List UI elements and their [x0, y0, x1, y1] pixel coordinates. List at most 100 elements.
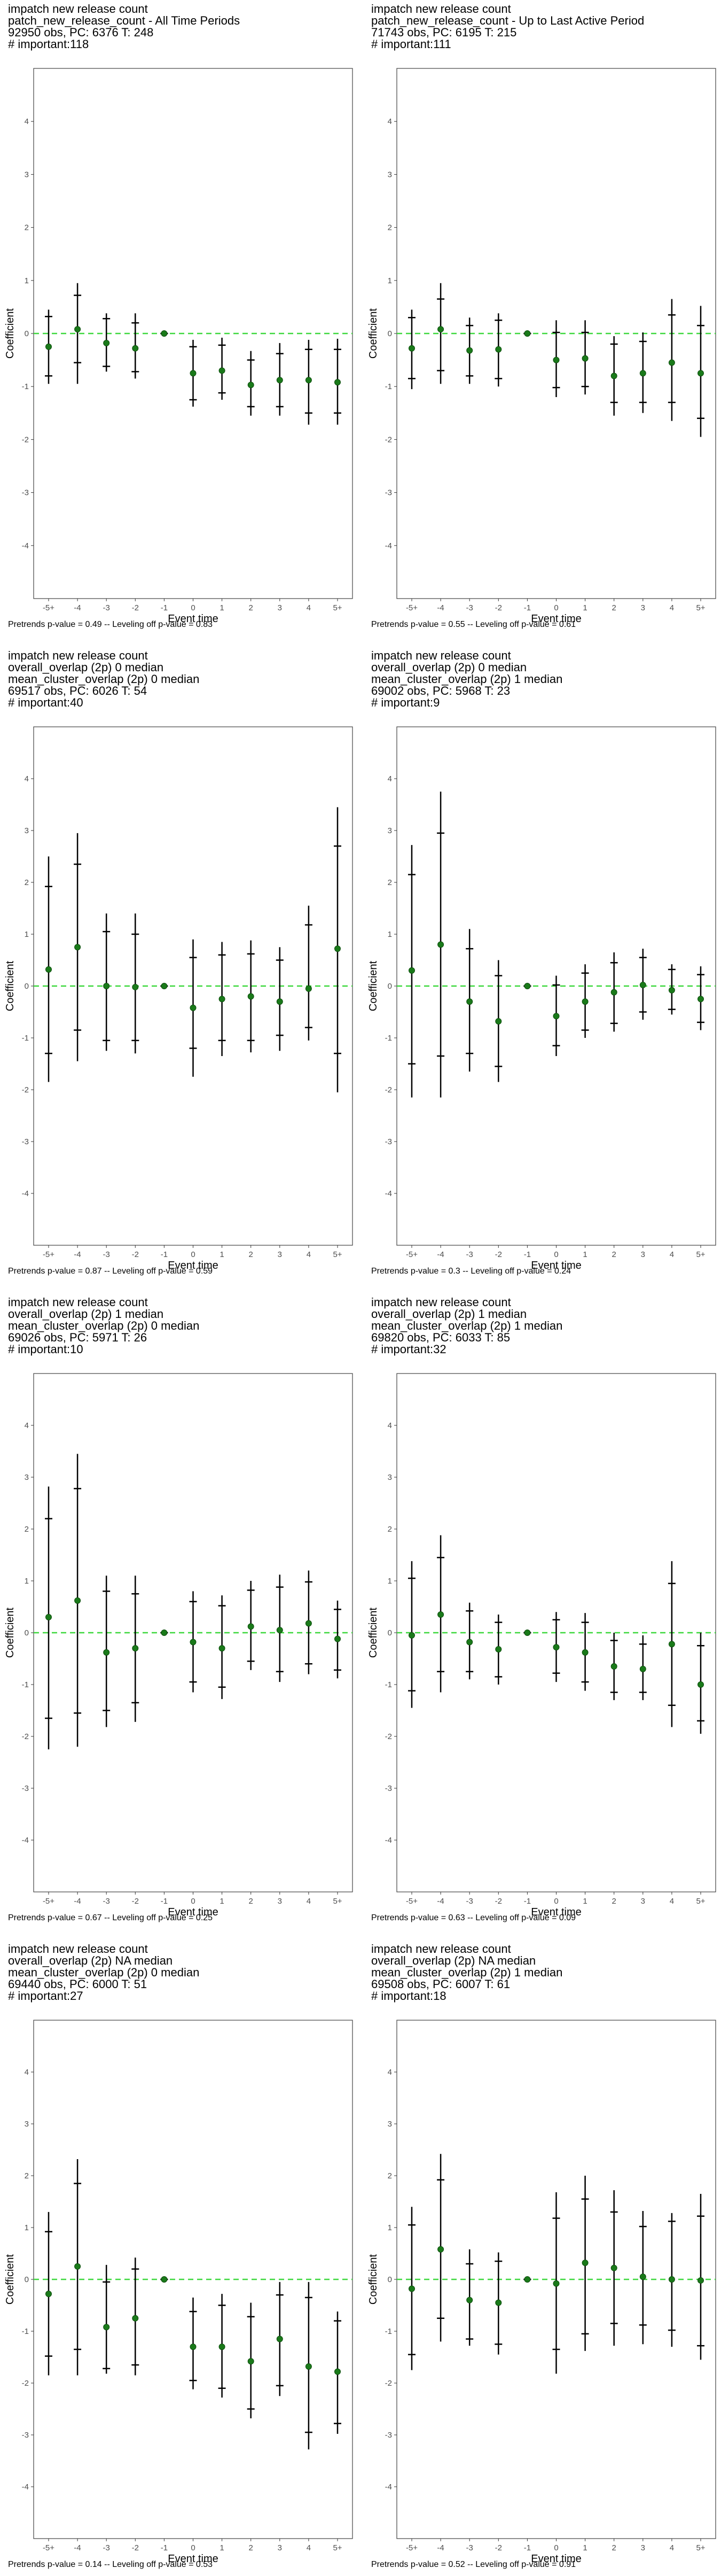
x-tick-label: 3 — [641, 603, 645, 612]
chart-subtitle-line: mean_cluster_overlap (2p) 0 median — [8, 1319, 200, 1332]
chart-subtitle-line: 69517 obs, PC: 6026 T: 54 — [8, 684, 147, 697]
x-tick-label: -2 — [132, 603, 139, 612]
y-tick-label: 3 — [25, 170, 29, 179]
y-axis-label: Coefficient — [4, 308, 16, 359]
coefficient-point — [161, 1630, 168, 1636]
x-tick-label: 2 — [612, 1897, 616, 1906]
x-tick-label: -4 — [437, 603, 444, 612]
coefficient-point — [437, 1611, 444, 1618]
x-tick-label: 0 — [554, 603, 558, 612]
coefficient-point — [218, 996, 225, 1003]
x-tick-label: 4 — [307, 2543, 311, 2552]
coefficient-point — [74, 1597, 81, 1604]
p-value-footer: Pretrends p-value = 0.49 -- Leveling off… — [8, 620, 213, 629]
chart-title: impatch new release count — [371, 1295, 511, 1309]
coefficient-point — [495, 1018, 502, 1025]
y-tick-label: 2 — [388, 878, 392, 887]
y-tick-label: 2 — [388, 2171, 392, 2181]
y-tick-label: 0 — [25, 2275, 29, 2284]
coefficient-point — [190, 1639, 197, 1646]
coefficient-point — [639, 1665, 646, 1672]
chart-titles: impatch new release count overall_overlap… — [8, 650, 199, 709]
x-tick-label: 2 — [612, 2543, 616, 2552]
chart-subtitle-line: mean_cluster_overlap (2p) 0 median — [8, 1966, 200, 1979]
chart-subtitle-line: # important:9 — [371, 696, 440, 709]
coefficient-point — [639, 370, 646, 377]
coefficient-point — [610, 373, 617, 379]
y-tick-label: 3 — [388, 826, 392, 835]
coefficient-point — [698, 996, 704, 1003]
coefficient-point — [437, 941, 444, 948]
coefficient-point — [305, 2363, 312, 2370]
x-tick-label: 1 — [220, 2543, 224, 2552]
y-tick-label: -1 — [22, 2327, 29, 2336]
y-tick-label: 3 — [25, 2120, 29, 2129]
coefficient-point — [466, 347, 473, 354]
x-axis-label: Event time — [168, 1906, 218, 1918]
x-tick-label: -4 — [74, 603, 81, 612]
coefficient-point — [524, 983, 531, 989]
x-tick-label: -1 — [524, 1897, 531, 1906]
coefficient-point — [74, 326, 81, 333]
coefficient-point — [610, 2264, 617, 2271]
y-tick-label: 0 — [388, 329, 392, 338]
coefficient-point — [409, 1632, 415, 1639]
y-tick-label: 4 — [388, 774, 392, 783]
x-tick-label: 0 — [554, 2543, 558, 2552]
x-tick-label: -2 — [495, 603, 502, 612]
chart-titles: impatch new release count overall_overlap… — [371, 1297, 562, 1355]
x-tick-label: -1 — [161, 603, 168, 612]
coefficient-point — [132, 1645, 139, 1652]
coefficient-point — [103, 2324, 110, 2331]
chart-subtitle-line: # important:27 — [8, 1989, 83, 2003]
chart-panel: impatch new release count patch_new_relea… — [366, 0, 718, 636]
y-tick-label: 1 — [25, 930, 29, 939]
chart-svg: -4 -3 -2 -1 0 1 2 3 4 -5+ -4 -3 -2 -1 0 1 2 3 4 5+ Event tim… — [367, 68, 716, 625]
p-value-footer: Pretrends p-value = 0.52 -- Leveling off… — [371, 2560, 576, 2569]
chart-subtitle-line: 92950 obs, PC: 6376 T: 248 — [8, 26, 154, 39]
y-tick-label: 1 — [25, 2223, 29, 2232]
coefficient-point — [334, 1635, 341, 1642]
y-tick-label: -3 — [22, 1137, 29, 1146]
y-tick-label: 0 — [388, 982, 392, 991]
y-axis-label: Coefficient — [4, 1607, 16, 1658]
x-tick-label: -2 — [132, 1897, 139, 1906]
y-tick-label: -4 — [385, 1189, 392, 1198]
x-tick-label: 1 — [583, 1897, 587, 1906]
y-tick-label: 0 — [388, 2275, 392, 2284]
coefficient-point — [553, 1644, 560, 1651]
x-tick-label: 1 — [220, 1250, 224, 1259]
y-tick-label: -2 — [22, 1732, 29, 1741]
y-tick-label: 0 — [25, 329, 29, 338]
y-tick-label: -4 — [22, 2482, 29, 2492]
chart-subtitle-line: 69508 obs, PC: 6007 T: 61 — [371, 1977, 511, 1991]
coefficient-point — [582, 2259, 589, 2266]
x-tick-label: 3 — [641, 1897, 645, 1906]
coefficient-point — [409, 967, 415, 974]
chart-subtitle-line: patch_new_release_count - All Time Perio… — [8, 14, 240, 27]
x-tick-label: -5+ — [406, 1897, 418, 1906]
coefficient-point — [409, 2285, 415, 2292]
chart-titles: impatch new release count overall_overlap… — [8, 1943, 199, 2002]
coefficient-point — [698, 370, 704, 377]
y-tick-label: -1 — [385, 1680, 392, 1689]
y-tick-label: 3 — [388, 170, 392, 179]
x-tick-label: 0 — [191, 1897, 195, 1906]
coefficient-point — [495, 1646, 502, 1653]
chart-subtitle-line: # important:18 — [371, 1989, 446, 2003]
coefficient-point — [218, 1645, 225, 1652]
x-axis-label: Event time — [531, 1906, 581, 1918]
y-tick-label: -2 — [385, 2379, 392, 2388]
x-axis-label: Event time — [168, 613, 218, 625]
x-tick-label: 0 — [554, 1897, 558, 1906]
x-tick-label: 1 — [583, 1250, 587, 1259]
y-tick-label: -4 — [385, 2482, 392, 2492]
x-tick-label: 3 — [278, 1250, 282, 1259]
x-tick-label: 4 — [670, 1250, 674, 1259]
x-tick-label: -1 — [161, 1897, 168, 1906]
x-tick-label: -1 — [161, 1250, 168, 1259]
chart-subtitle-line: # important:111 — [371, 37, 451, 51]
chart-panel: impatch new release count overall_overlap… — [3, 647, 355, 1283]
y-tick-label: 2 — [25, 223, 29, 232]
coefficient-point — [161, 330, 168, 337]
